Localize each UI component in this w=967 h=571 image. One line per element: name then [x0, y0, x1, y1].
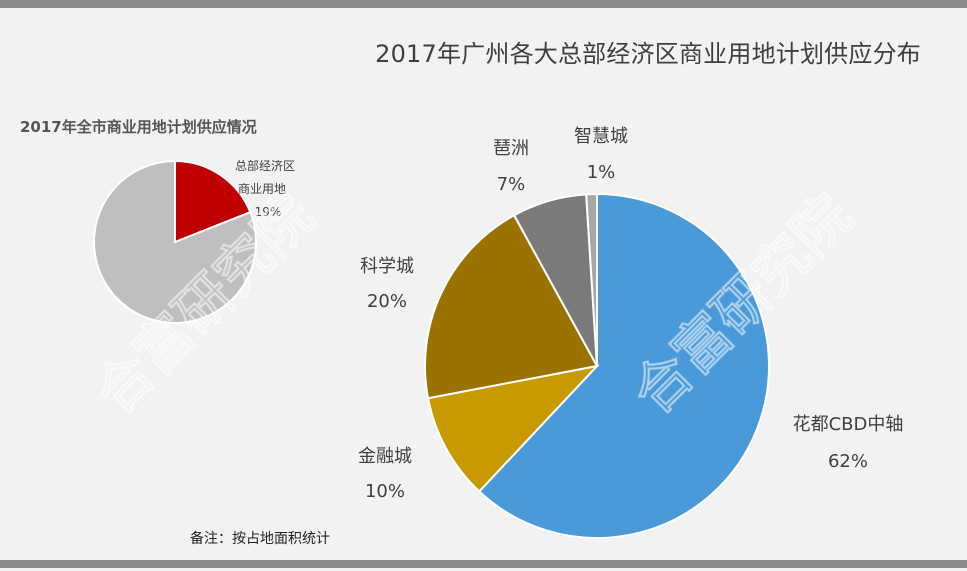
big-pie-label-3: 琶洲	[493, 138, 529, 159]
small-pie-title: 2017年全市商业用地计划供应情况	[20, 118, 257, 136]
big-pie-slice-4	[585, 192, 598, 367]
big-pie-value-3: 7%	[497, 174, 526, 195]
big-pie-label-1: 金融城	[358, 446, 412, 467]
big-pie-slice-0	[477, 192, 770, 539]
bottom-border-bar	[0, 560, 967, 568]
big-pie-value-2: 20%	[367, 291, 407, 312]
big-pie-label-0: 花都CBD中轴	[793, 414, 904, 435]
small-pie-slice-1	[93, 159, 257, 324]
top-border-bar	[0, 0, 967, 8]
big-pie-value-0: 62%	[828, 451, 868, 472]
big-pie-slice-1	[426, 364, 600, 493]
big-pie-label-4: 智慧城	[574, 126, 628, 147]
small-pie-label-line-1: 总部经济区	[235, 158, 295, 173]
chart-title: 2017年广州各大总部经济区商业用地计划供应分布	[375, 40, 921, 68]
big-pie-label-2: 科学城	[360, 256, 414, 277]
pie-labels: 总部经济区商业用地 19% 花都CBD中轴 62% 金融城 10% 科学城 20% 琶洲 7% 智慧…	[235, 126, 903, 502]
big-pie-value-4: 1%	[587, 162, 616, 183]
big-pie-slice-2	[424, 213, 599, 400]
big-pie-value-1: 10%	[365, 481, 405, 502]
big-pie	[424, 192, 770, 539]
footnote: 备注：按占地面积统计	[190, 531, 330, 547]
small-pie-slice-0	[174, 159, 252, 244]
small-pie-value-label: 19%	[255, 205, 282, 219]
small-pie-label-line-2: 商业用地	[238, 181, 286, 196]
small-pie	[93, 159, 257, 324]
